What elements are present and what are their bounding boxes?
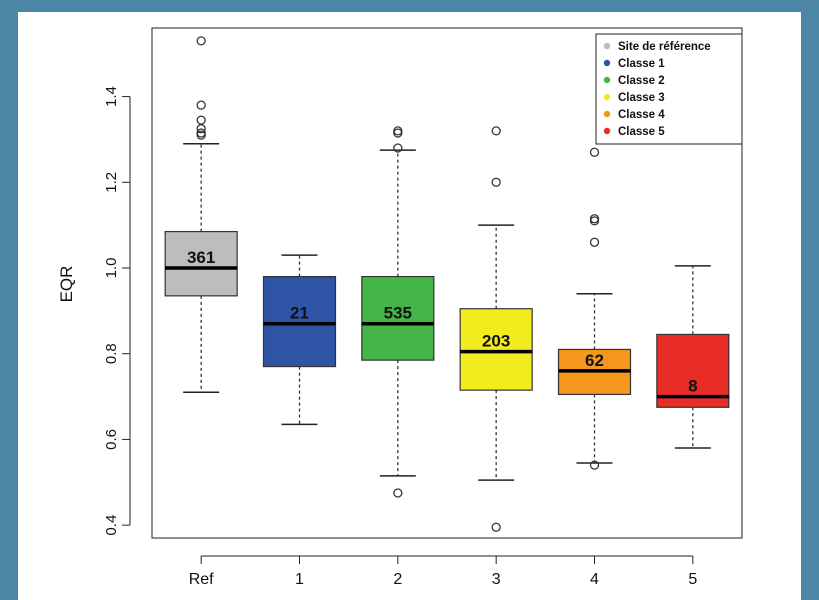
legend-entry-label: Classe 5 — [618, 126, 665, 138]
legend-marker — [603, 93, 611, 101]
axes-layer: 0.4 0.6 0.8 1.0 1.2 1.4 Ref 1 2 3 4 5 — [103, 86, 697, 588]
box-4: 62 — [557, 147, 632, 470]
box-5: 8 — [656, 265, 730, 449]
legend-entry-label: Classe 2 — [618, 75, 665, 87]
boxplot-chart: 361 21 535 203 62 8 0.4 0.6 0.8 1.0 1.2 1.4 Ref 1 2 3 4… — [57, 27, 743, 588]
box-3: 203 — [459, 126, 533, 532]
y-tick-label: 1.2 — [103, 172, 120, 193]
legend-marker — [603, 127, 611, 135]
legend-box — [595, 33, 743, 145]
outlier-point — [589, 460, 600, 470]
y-tick-label: 0.4 — [103, 515, 120, 536]
box-Ref: 361 — [164, 36, 238, 394]
y-tick-label: 1.0 — [103, 258, 120, 279]
outlier-point — [393, 488, 403, 498]
outlier-point — [589, 237, 600, 247]
x-tick-label: 5 — [688, 571, 697, 588]
boxes-layer: 361 21 535 203 62 8 — [164, 36, 730, 532]
outlier-point — [196, 100, 206, 110]
outlier-point — [196, 115, 206, 125]
outlier-point — [196, 124, 206, 134]
outlier-point — [491, 177, 501, 187]
x-tick-label: 3 — [492, 571, 501, 588]
y-axis: 0.4 0.6 0.8 1.0 1.2 1.4 — [103, 86, 131, 536]
legend-entry-label: Classe 3 — [618, 92, 665, 104]
box-count-label: 203 — [482, 332, 510, 351]
box-iqr — [459, 308, 533, 391]
outlier-point — [196, 130, 206, 140]
outlier-point — [393, 126, 403, 136]
legend-marker — [603, 59, 611, 67]
box-2: 535 — [361, 126, 435, 498]
legend-entry-label: Classe 4 — [618, 109, 665, 121]
outlier-point — [491, 126, 501, 136]
box-iqr — [164, 230, 238, 297]
outlier-point — [589, 214, 600, 224]
legend-marker — [603, 76, 611, 84]
x-axis: Ref 1 2 3 4 5 — [189, 555, 697, 588]
box-count-label: 21 — [290, 304, 309, 323]
y-tick-label: 0.8 — [103, 343, 120, 364]
legend-marker — [603, 110, 611, 118]
x-tick-label: 1 — [295, 571, 304, 588]
box-count-label: 535 — [384, 304, 412, 323]
y-tick-label: 1.4 — [103, 86, 120, 107]
box-count-label: 62 — [585, 351, 604, 370]
outlier-point — [589, 147, 600, 157]
figure-panel: 361 21 535 203 62 8 0.4 0.6 0.8 1.0 1.2 1.4 Ref 1 2 3 4… — [18, 12, 801, 600]
legend-marker — [603, 42, 611, 50]
legend-entry-label: Classe 1 — [618, 58, 665, 70]
legend-entry-label: Site de référence — [618, 41, 711, 53]
x-tick-label: Ref — [189, 571, 214, 588]
box-1: 21 — [262, 254, 337, 426]
outlier-point — [491, 522, 501, 532]
box-iqr — [262, 275, 337, 368]
legend: Site de référence Classe 1 Classe 2 Classe … — [595, 33, 743, 145]
plot-frame — [151, 27, 743, 539]
x-tick-label: 4 — [590, 571, 599, 588]
outlier-point — [196, 36, 206, 46]
box-count-label: 361 — [187, 248, 215, 267]
box-count-label: 8 — [688, 377, 697, 396]
y-axis-label: EQR — [57, 266, 76, 303]
x-tick-label: 2 — [393, 571, 402, 588]
outlier-point — [393, 143, 403, 153]
box-iqr — [361, 275, 435, 361]
y-tick-label: 0.6 — [103, 429, 120, 450]
